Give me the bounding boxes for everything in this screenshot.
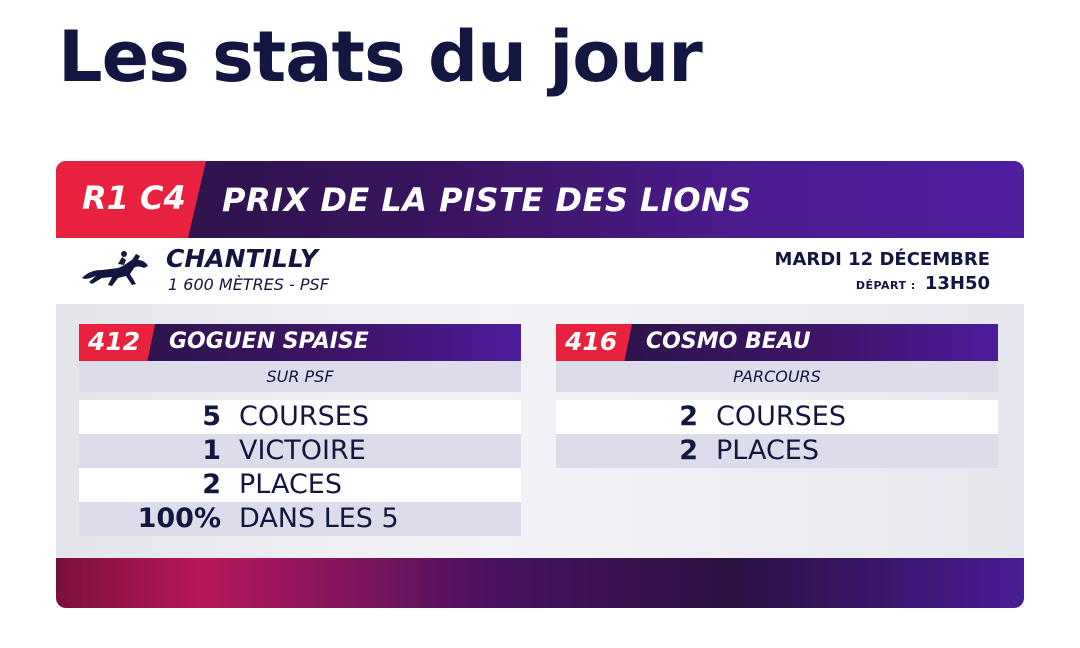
horse-number-badge: 412 bbox=[79, 324, 155, 361]
race-code: R1 C4 bbox=[82, 179, 186, 217]
stat-value: 2 bbox=[679, 435, 698, 466]
horse-number: 416 bbox=[565, 327, 618, 356]
stat-label: VICTOIRE bbox=[239, 435, 366, 466]
stat-row: 5 COURSES bbox=[79, 400, 521, 434]
race-info-bar: CHANTILLY 1 600 MÈTRES - PSF MARDI 12 DÉ… bbox=[56, 238, 1024, 304]
stat-value: 5 bbox=[202, 401, 221, 432]
page-title: Les stats du jour bbox=[58, 16, 703, 98]
horse-number-badge: 416 bbox=[556, 324, 632, 361]
horse-number: 412 bbox=[88, 327, 141, 356]
stat-value: 1 bbox=[202, 435, 221, 466]
horse-name: GOGUEN SPAISE bbox=[169, 329, 369, 354]
venue-name: CHANTILLY bbox=[166, 244, 318, 273]
horse-panel-header: 416 COSMO BEAU bbox=[556, 324, 998, 361]
horse-panel-subtitle: SUR PSF bbox=[79, 361, 521, 392]
stat-value: 2 bbox=[679, 401, 698, 432]
stat-value: 2 bbox=[202, 469, 221, 500]
race-stats-card: R1 C4 PRIX DE LA PISTE DES LIONS CHANTIL… bbox=[56, 161, 1024, 608]
race-code-badge: R1 C4 bbox=[56, 161, 206, 238]
race-header: R1 C4 PRIX DE LA PISTE DES LIONS bbox=[56, 161, 1024, 238]
stat-row: 100% DANS LES 5 bbox=[79, 502, 521, 536]
stat-label: COURSES bbox=[716, 401, 846, 432]
stat-label: COURSES bbox=[239, 401, 369, 432]
stat-row: 1 VICTOIRE bbox=[79, 434, 521, 468]
race-distance: 1 600 MÈTRES - PSF bbox=[168, 275, 329, 294]
departure-time: DÉPART : 13H50 bbox=[856, 273, 990, 294]
horse-panel-416: 416 COSMO BEAU PARCOURS 2 COURSES 2 PLAC… bbox=[556, 324, 998, 468]
departure-label: DÉPART : bbox=[855, 279, 916, 292]
horse-panel-412: 412 GOGUEN SPAISE SUR PSF 5 COURSES 1 VI… bbox=[79, 324, 521, 536]
stat-label: PLACES bbox=[239, 469, 342, 500]
departure-time-value: 13H50 bbox=[924, 273, 990, 294]
stat-label: DANS LES 5 bbox=[239, 503, 399, 534]
stat-value: 100% bbox=[137, 503, 221, 534]
stat-row: 2 COURSES bbox=[556, 400, 998, 434]
stat-row: 2 PLACES bbox=[79, 468, 521, 502]
stat-label: PLACES bbox=[716, 435, 819, 466]
horse-panel-subtitle: PARCOURS bbox=[556, 361, 998, 392]
race-name: PRIX DE LA PISTE DES LIONS bbox=[222, 181, 752, 219]
racehorse-jockey-icon bbox=[82, 251, 148, 286]
horse-name: COSMO BEAU bbox=[646, 329, 811, 354]
card-footer-band bbox=[56, 558, 1024, 608]
race-date: MARDI 12 DÉCEMBRE bbox=[774, 249, 990, 270]
stat-row: 2 PLACES bbox=[556, 434, 998, 468]
horse-panel-header: 412 GOGUEN SPAISE bbox=[79, 324, 521, 361]
